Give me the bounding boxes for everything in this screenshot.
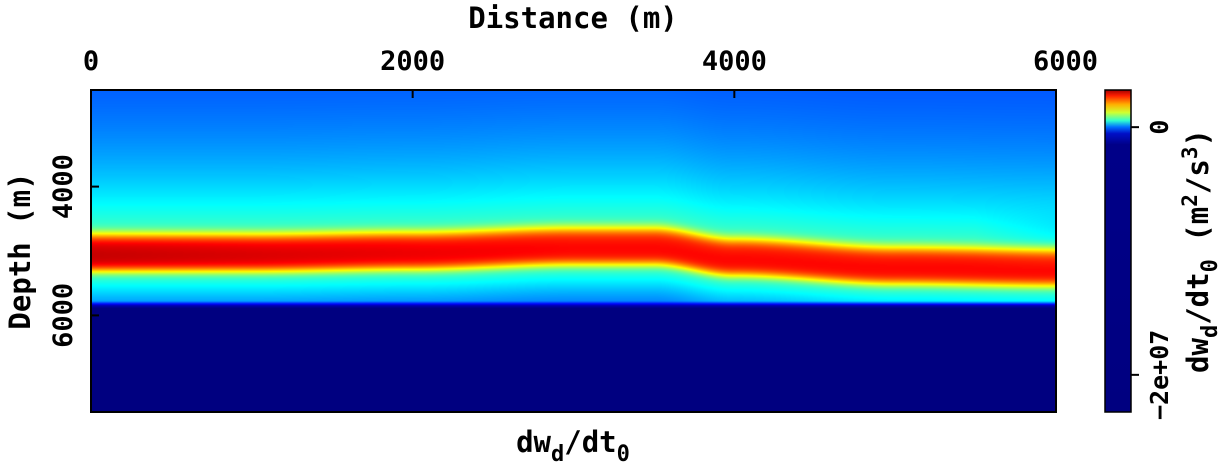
chart-title-mid: /dt bbox=[564, 425, 616, 459]
heatmap-image bbox=[91, 90, 1056, 412]
x-axis-label: Distance (m) bbox=[468, 1, 678, 35]
colorbar-label-unit: (m bbox=[1181, 207, 1215, 259]
colorbar-label-close: ) bbox=[1181, 129, 1215, 146]
colorbar-label: dwd/dt0 (m2/s3) bbox=[1178, 129, 1223, 373]
x-tick-label: 2000 bbox=[380, 46, 445, 77]
chart-title-sub2: 0 bbox=[617, 442, 630, 467]
x-tick-label: 0 bbox=[83, 46, 99, 77]
colorbar: 0−2e+07 dwd/dt0 (m2/s3) bbox=[1104, 89, 1223, 420]
x-tick-label: 4000 bbox=[702, 46, 767, 77]
chart-title-sub: d bbox=[551, 442, 564, 467]
colorbar-tick-label: 0 bbox=[1145, 120, 1174, 135]
y-axis: 4000 6000 bbox=[48, 154, 99, 348]
colorbar-tick-label: −2e+07 bbox=[1145, 330, 1174, 420]
y-tick-label: 6000 bbox=[48, 283, 79, 348]
y-axis-label: Depth (m) bbox=[3, 172, 37, 329]
colorbar-label-sub2: 0 bbox=[1198, 259, 1223, 272]
colorbar-label-sup2: 3 bbox=[1178, 147, 1202, 160]
colorbar-label-unit2: /s bbox=[1181, 159, 1215, 194]
colorbar-label-main: dw bbox=[1181, 337, 1215, 372]
colorbar-label-sup: 2 bbox=[1178, 194, 1202, 207]
colorbar-gradient bbox=[1104, 89, 1132, 413]
chart-title: dwd/dt0 bbox=[516, 425, 630, 467]
colorbar-label-sub: d bbox=[1198, 325, 1223, 338]
colorbar-label-mid: /dt bbox=[1181, 272, 1215, 324]
x-tick-label: 6000 bbox=[1033, 46, 1098, 77]
y-tick-label: 4000 bbox=[48, 154, 79, 219]
x-axis: 0 2000 4000 6000 bbox=[83, 46, 1098, 98]
heatmap bbox=[91, 90, 1056, 412]
chart-title-main: dw bbox=[516, 425, 551, 459]
plot-frame bbox=[90, 89, 1057, 413]
colorbar-ticks: 0 −2e+07 bbox=[1131, 120, 1174, 420]
